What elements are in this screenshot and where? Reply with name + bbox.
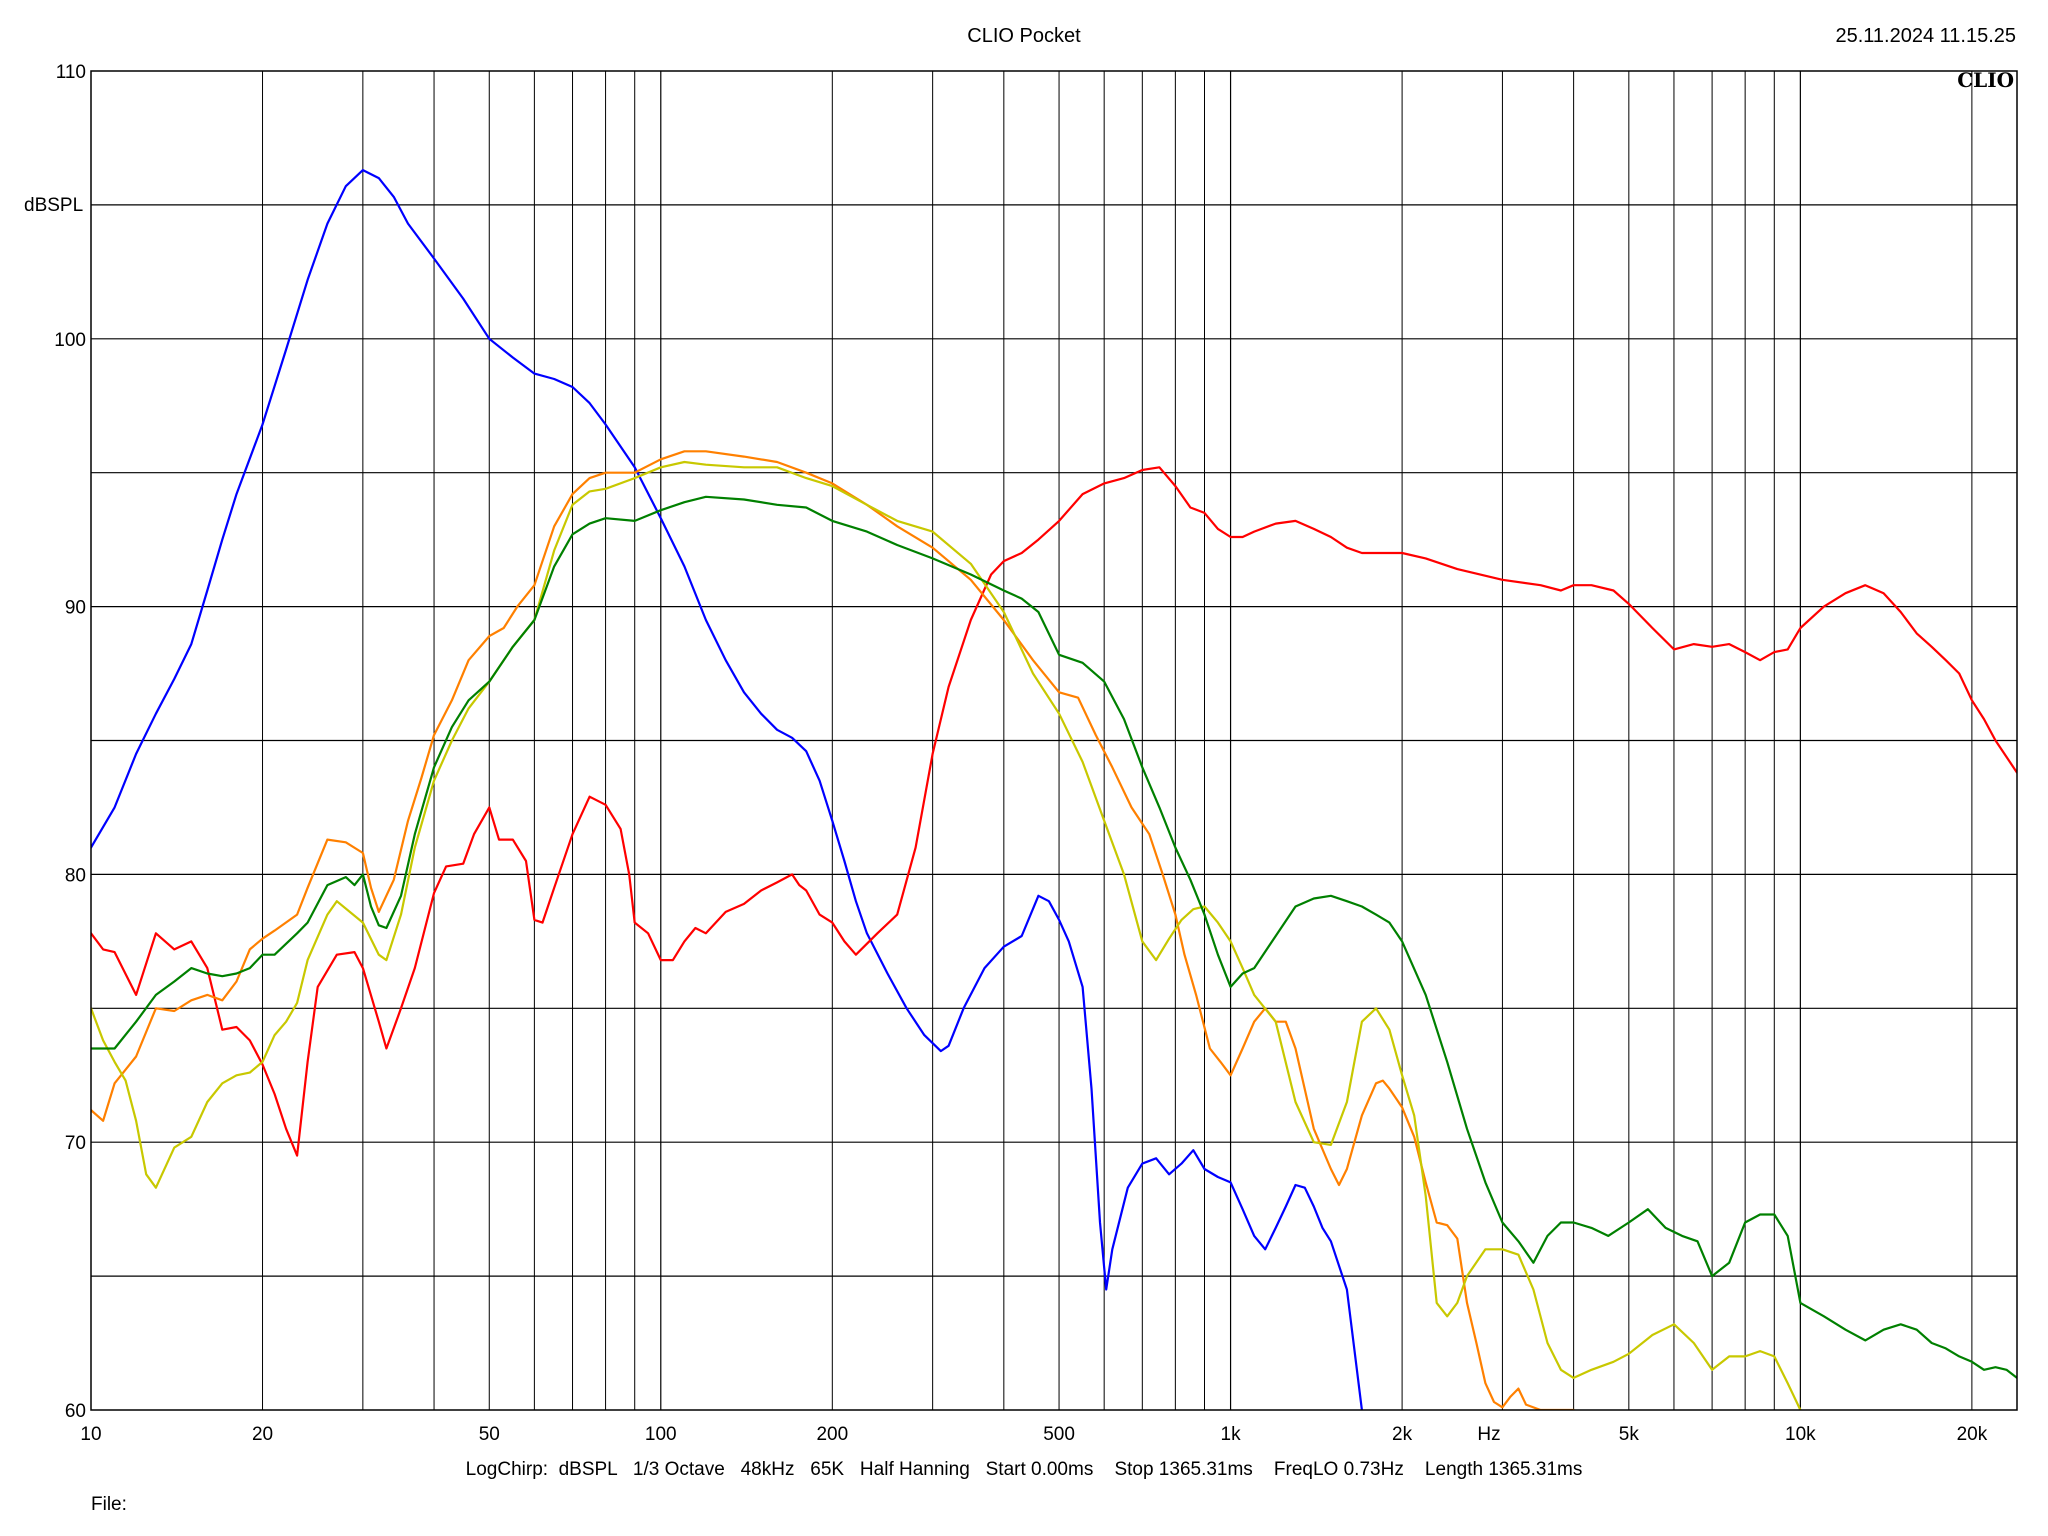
y-tick-label: 110	[56, 62, 86, 83]
axis-ticks: 10 20 50 100 200 500 1k 2k 5k 10k 20k 60 70 80 90 100 11…	[54, 62, 1987, 1445]
series-line-3	[91, 450, 1575, 1410]
x-tick-label: 10	[80, 1424, 101, 1445]
x-tick-label: 500	[1043, 1424, 1075, 1445]
x-tick-label: 10k	[1785, 1424, 1816, 1445]
x-tick-label: 1k	[1221, 1424, 1242, 1445]
x-tick-label: 50	[479, 1424, 500, 1445]
x-tick-label: 20k	[1957, 1424, 1988, 1445]
y-tick-label: 100	[54, 330, 86, 351]
y-tick-label: 70	[65, 1133, 86, 1154]
series-line-1	[91, 169, 1364, 1410]
y-tick-label: 80	[65, 865, 86, 886]
chart-title: CLIO Pocket	[967, 25, 1081, 47]
y-tick-label: 90	[65, 598, 86, 619]
plot-curves	[91, 169, 2017, 1410]
y-tick-label: 60	[65, 1401, 86, 1422]
x-tick-label: 200	[816, 1424, 848, 1445]
timestamp: 25.11.2024 11.15.25	[1835, 25, 2016, 47]
x-tick-label: 100	[645, 1424, 677, 1445]
series-line-5	[91, 495, 2017, 1380]
series-group	[91, 169, 2017, 1410]
measurement-settings: LogChirp: dBSPL 1/3 Octave 48kHz 65K Hal…	[466, 1459, 1583, 1480]
x-axis-label: Hz	[1477, 1424, 1500, 1445]
file-label: File:	[91, 1494, 127, 1515]
x-tick-label: 2k	[1392, 1424, 1413, 1445]
series-line-2	[91, 466, 2017, 1157]
series-line-4	[91, 460, 1802, 1410]
plot-frame	[90, 70, 2018, 1411]
clio-logo: CLIO	[1957, 68, 2014, 92]
plot-grid	[91, 71, 2017, 1410]
x-tick-label: 5k	[1619, 1424, 1640, 1445]
y-axis-label: dBSPL	[24, 195, 83, 216]
x-tick-label: 20	[252, 1424, 273, 1445]
